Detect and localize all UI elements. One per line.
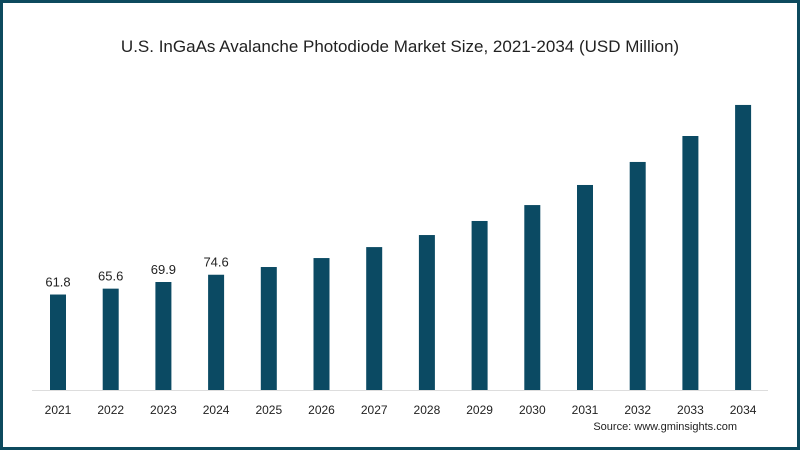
data-label: 65.6	[98, 269, 123, 284]
bar-2024	[208, 274, 225, 390]
x-tick-label: 2027	[361, 403, 388, 417]
data-label: 61.8	[45, 275, 70, 290]
x-tick-label: 2022	[97, 403, 124, 417]
bar-2022	[102, 288, 119, 390]
bar-2032	[629, 161, 646, 390]
bar-2031	[577, 184, 593, 390]
bar-2029	[471, 220, 488, 390]
source-note: Source: www.gminsights.com	[593, 421, 737, 433]
chart-title: U.S. InGaAs Avalanche Photodiode Market …	[120, 37, 680, 56]
x-tick-label: 2032	[624, 403, 651, 417]
bar-2027	[366, 247, 383, 390]
x-tick-label: 2026	[308, 403, 335, 417]
x-tick-label: 2034	[730, 403, 757, 417]
x-tick-label: 2031	[572, 403, 599, 417]
x-tick-label: 2025	[255, 403, 282, 417]
bar-2026	[313, 258, 330, 390]
data-label: 69.9	[151, 262, 176, 277]
x-tick-label: 2030	[519, 403, 546, 417]
bar-2028	[418, 235, 435, 390]
x-tick-label: 2028	[414, 403, 441, 417]
data-label: 74.6	[203, 255, 228, 270]
bar-2023	[155, 282, 172, 390]
bar-2033	[682, 136, 699, 390]
x-tick-label: 2029	[466, 403, 493, 417]
bar-2021	[50, 294, 66, 390]
x-tick-label: 2023	[150, 403, 177, 417]
x-tick-label: 2033	[677, 403, 704, 417]
bar-2025	[260, 267, 277, 390]
bar-2030	[524, 205, 541, 390]
bar-2034	[735, 104, 752, 390]
x-tick-label: 2024	[203, 403, 230, 417]
x-tick-label: 2021	[45, 403, 72, 417]
